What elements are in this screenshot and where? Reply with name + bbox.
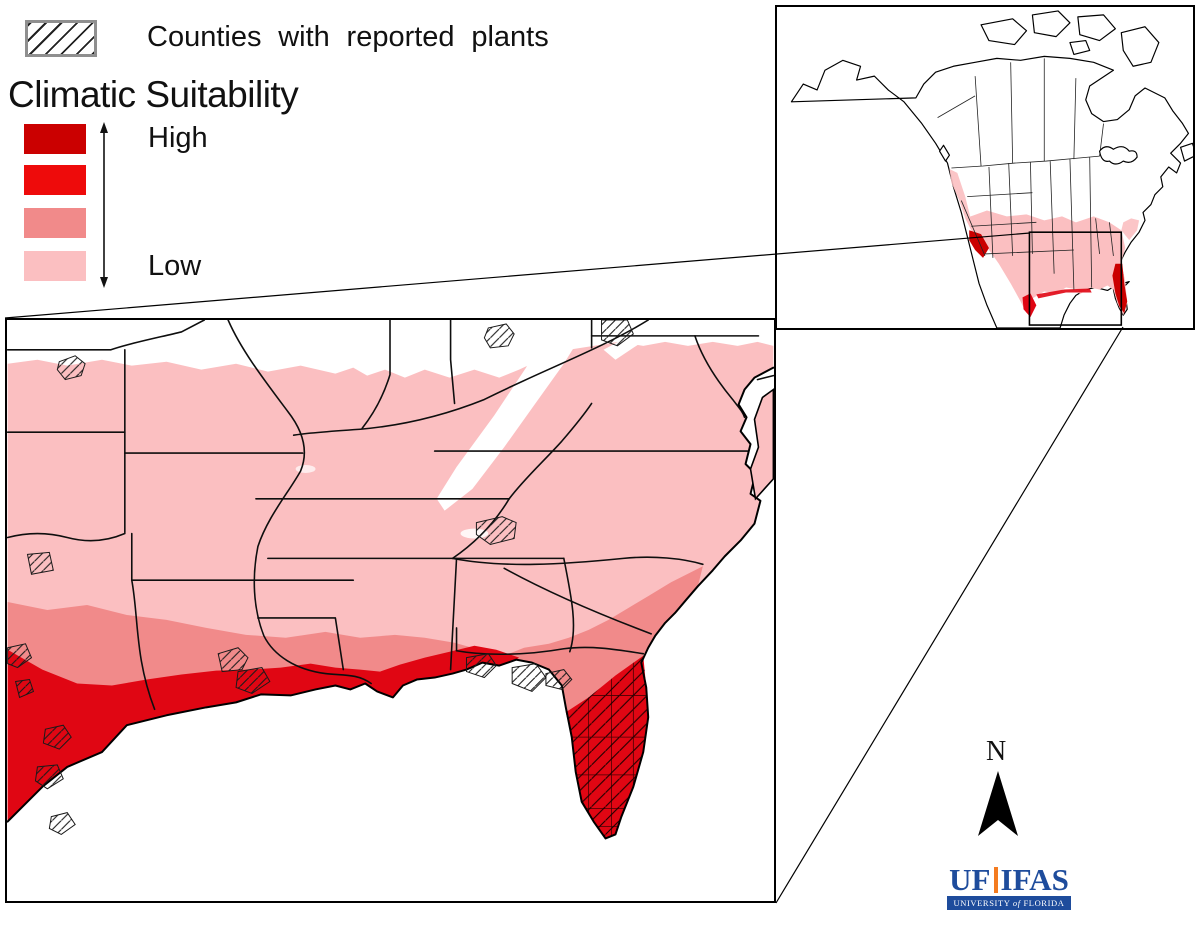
- counties-legend-label: Counties with reported plants: [147, 21, 549, 53]
- uf-ifas-logo: UF IFAS UNIVERSITY of FLORIDA: [947, 864, 1071, 910]
- logo-divider: [993, 866, 998, 893]
- medium-suitability-band: [7, 566, 703, 822]
- inset-westcoast-suitability: [949, 168, 972, 221]
- logo-subtitle-university: UNIVERSITY: [953, 898, 1011, 908]
- inset-state-borders: [937, 58, 1114, 290]
- counties-hatch-swatch: [25, 20, 97, 57]
- main-map-canvas: [6, 316, 775, 840]
- legend-title: Climatic Suitability: [8, 74, 299, 115]
- suitability-swatch-high: [24, 124, 86, 154]
- gulf-coast-high-band: [7, 645, 520, 822]
- florida-hatched-counties: [565, 655, 649, 839]
- logo-uf-text: UF: [949, 862, 991, 897]
- unsuitable-patch: [295, 465, 316, 473]
- delmarva-peninsula: [749, 387, 775, 501]
- logo-ifas-text: IFAS: [1000, 862, 1069, 897]
- suitability-swatch-med-high: [24, 165, 86, 195]
- inset-overview-map: [775, 5, 1197, 330]
- inset-map-canvas: [790, 10, 1197, 329]
- unsuitable-patch: [340, 349, 381, 366]
- low-label: Low: [148, 250, 202, 282]
- north-label: N: [986, 736, 1007, 767]
- main-map: [5, 316, 776, 903]
- logo-subtitle-florida: FLORIDA: [1023, 898, 1065, 908]
- great-lakes: [1098, 146, 1138, 165]
- suitability-gradient-arrow-icon: [100, 122, 108, 288]
- inset-florida-high: [1112, 263, 1128, 314]
- logo-subtitle: UNIVERSITY of FLORIDA: [947, 896, 1071, 910]
- north-arrow-icon: [978, 771, 1018, 836]
- suitability-swatch-low: [24, 251, 86, 281]
- suitability-swatch-medium: [24, 208, 86, 238]
- hatched-county-marks: [7, 319, 634, 836]
- inset-eastcoast-suitability: [1121, 218, 1140, 241]
- logo-subtitle-of: of: [1012, 898, 1021, 908]
- arctic-islands: [938, 10, 1197, 162]
- inset-gulfcoast-high: [1036, 288, 1092, 299]
- coastline: [6, 366, 775, 840]
- state-borders: [6, 319, 775, 711]
- high-label: High: [148, 122, 208, 154]
- unsuitable-patch: [352, 316, 468, 356]
